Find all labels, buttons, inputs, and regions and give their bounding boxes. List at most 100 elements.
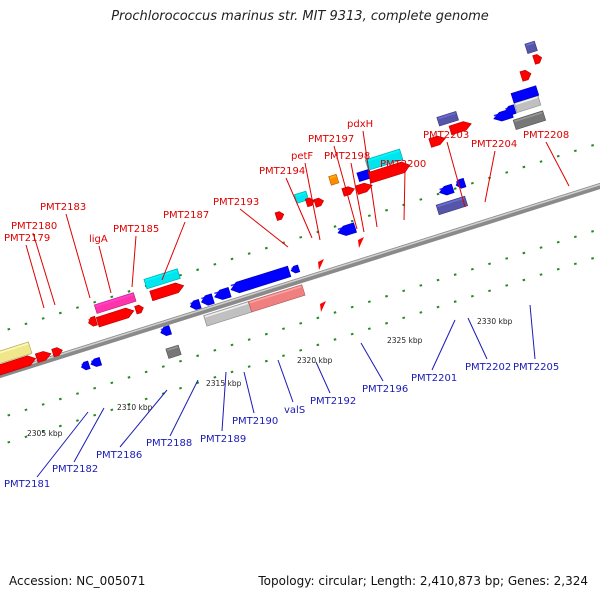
- lower-dotted-rule: [367, 300, 371, 303]
- gene-arrow-15: [189, 299, 202, 310]
- kbp-scale-label-4: 2320 kbp: [297, 356, 333, 365]
- top-leader-9: [304, 162, 321, 241]
- gene-highlight-1: [0, 343, 29, 354]
- tick-dotted-rule: [453, 300, 457, 303]
- upper-dotted-rule: [333, 225, 337, 228]
- lower-dotted-rule: [556, 240, 560, 244]
- figure-title: Prochlorococcus marinus str. MIT 9313, c…: [111, 9, 489, 24]
- lower-dotted-rule: [299, 321, 303, 325]
- gene-highlight-44: [526, 42, 535, 47]
- upper-dotted-rule: [573, 149, 577, 153]
- gene-arrow-42: [512, 110, 547, 130]
- upper-dotted-rule: [110, 295, 114, 299]
- gene-highlight-46: [512, 86, 536, 96]
- small-gene-marker-3: [358, 237, 364, 248]
- gene-highlight-8: [95, 293, 134, 307]
- lower-dotted-rule: [179, 359, 182, 363]
- upper-dotted-rule: [453, 187, 457, 190]
- upper-dotted-rule: [7, 327, 11, 331]
- tick-dotted-rule: [367, 327, 371, 330]
- bottom-gene-label-4: PMT2188: [146, 438, 192, 449]
- tick-dotted-rule: [488, 289, 492, 293]
- bottom-gene-label-7: valS: [284, 405, 305, 416]
- upper-dotted-rule: [58, 311, 62, 315]
- lower-dotted-rule: [488, 262, 492, 266]
- upper-dotted-rule: [196, 268, 200, 272]
- upper-dotted-rule: [591, 144, 595, 147]
- lower-dotted-rule: [350, 305, 354, 309]
- gene-arrow-31: [364, 148, 404, 171]
- top-leader-12: [362, 130, 378, 228]
- tick-dotted-rule: [213, 376, 217, 379]
- gene-highlight-26: [329, 175, 336, 179]
- top-leader-11: [350, 162, 365, 233]
- top-leader-16: [545, 141, 570, 187]
- tick-dotted-rule: [7, 440, 11, 444]
- top-gene-label-10: PMT2197: [308, 134, 354, 145]
- gene-highlight-16: [201, 294, 212, 300]
- kbp-scale-label-6: 2330 kbp: [477, 317, 513, 326]
- tick-dotted-rule: [282, 354, 286, 358]
- small-gene-marker-1: [318, 259, 324, 270]
- gene-arrow-40: [504, 104, 517, 116]
- upper-dotted-rule: [230, 257, 234, 261]
- gene-highlight-35: [437, 197, 465, 208]
- gene-highlight-33: [439, 185, 452, 191]
- tick-dotted-rule: [419, 311, 423, 314]
- tick-dotted-rule: [110, 408, 114, 412]
- tick-dotted-rule: [556, 267, 560, 271]
- upper-dotted-rule: [41, 317, 45, 320]
- gene-arrow-6: [90, 357, 103, 367]
- tick-dotted-rule: [402, 316, 406, 320]
- tick-dotted-rule: [24, 435, 28, 439]
- lower-dotted-rule: [213, 349, 217, 352]
- top-gene-label-12: pdxH: [347, 119, 373, 130]
- gene-arrow-38: [448, 121, 472, 136]
- bottom-leader-1: [36, 411, 89, 478]
- gene-highlight-31: [366, 150, 400, 162]
- top-leader-3: [65, 213, 91, 299]
- gene-highlight-12: [150, 283, 177, 294]
- lower-dotted-rule: [573, 235, 577, 239]
- bottom-leader-8: [315, 361, 331, 394]
- top-gene-label-1: PMT2179: [4, 233, 50, 244]
- upper-dotted-rule: [505, 171, 509, 174]
- gene-arrow-1: [0, 341, 33, 364]
- top-leader-4: [98, 245, 112, 294]
- gene-highlight-45: [533, 55, 538, 58]
- lower-dotted-rule: [505, 257, 509, 260]
- top-gene-label-9: petF: [291, 151, 313, 162]
- bottom-gene-label-9: PMT2196: [362, 384, 408, 395]
- gene-arrow-8: [93, 292, 137, 314]
- top-gene-label-13: PMT2200: [380, 159, 426, 170]
- lower-dotted-rule: [522, 251, 526, 255]
- bottom-gene-label-10: PMT2201: [411, 373, 457, 384]
- gene-highlight-41: [515, 96, 538, 105]
- bottom-leader-4: [169, 379, 199, 437]
- gene-highlight-22: [276, 212, 280, 215]
- kbp-scale-label-5: 2325 kbp: [387, 336, 423, 345]
- lower-dotted-rule: [230, 343, 234, 347]
- gene-arrow-16: [200, 293, 215, 306]
- top-leader-6: [161, 221, 186, 281]
- top-leader-7: [239, 208, 289, 248]
- gene-highlight-42: [514, 111, 543, 123]
- top-gene-label-4: ligA: [89, 234, 108, 245]
- tick-dotted-rule: [247, 365, 251, 368]
- gene-arrow-12: [149, 282, 185, 302]
- bottom-leader-10: [431, 319, 456, 371]
- gene-highlight-3: [36, 352, 44, 356]
- top-gene-label-15: PMT2204: [471, 139, 517, 150]
- top-leader-13: [403, 170, 406, 221]
- upper-dotted-rule: [522, 165, 526, 169]
- lower-dotted-rule: [41, 403, 45, 406]
- top-leader-8: [285, 177, 313, 239]
- bottom-leader-9: [360, 342, 384, 382]
- tick-dotted-rule: [573, 262, 577, 266]
- lower-dotted-rule: [385, 294, 389, 298]
- upper-dotted-rule: [179, 273, 182, 277]
- gene-arrow-9: [95, 307, 135, 328]
- gene-highlight-23: [295, 192, 306, 197]
- bottom-gene-label-5: PMT2189: [200, 434, 246, 445]
- gene-highlight-27: [337, 223, 354, 231]
